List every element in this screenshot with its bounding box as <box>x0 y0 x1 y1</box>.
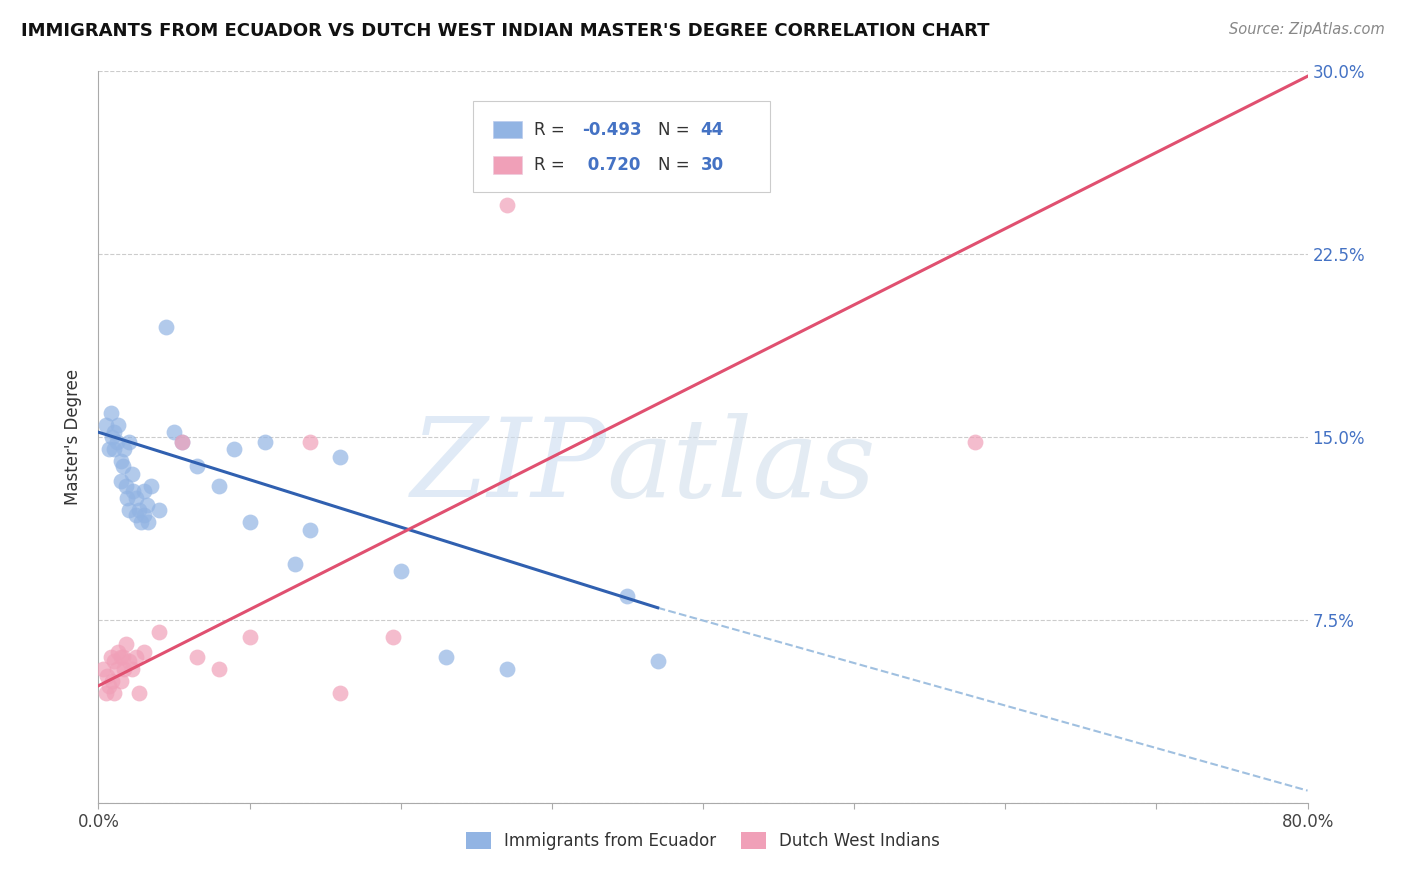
Point <box>148 625 170 640</box>
Point <box>94 686 117 700</box>
Point <box>110 474 132 488</box>
Text: 44: 44 <box>700 120 724 138</box>
Point <box>114 479 136 493</box>
Point <box>111 459 134 474</box>
Point <box>103 442 125 457</box>
Point <box>110 454 132 468</box>
Point <box>170 434 193 449</box>
Point <box>91 662 114 676</box>
Point <box>121 662 143 676</box>
Point <box>299 523 322 537</box>
Point <box>96 669 118 683</box>
Point <box>148 503 170 517</box>
Point <box>208 662 231 676</box>
Point <box>128 686 150 700</box>
Point <box>103 686 125 700</box>
Point <box>284 557 307 571</box>
Point <box>329 450 352 464</box>
Point <box>136 516 159 530</box>
Point <box>103 425 125 440</box>
Y-axis label: Master's Degree: Master's Degree <box>65 369 83 505</box>
Point <box>114 637 136 651</box>
Point <box>111 649 134 664</box>
Point <box>135 499 157 513</box>
Point <box>132 508 155 522</box>
Point <box>186 649 208 664</box>
Point <box>329 686 352 700</box>
Text: 0.720: 0.720 <box>582 156 641 174</box>
Point <box>107 417 129 432</box>
FancyBboxPatch shape <box>492 120 522 138</box>
Text: R =: R = <box>534 120 569 138</box>
Point <box>115 491 138 505</box>
Text: atlas: atlas <box>606 413 876 520</box>
Point <box>121 467 143 481</box>
Legend: Immigrants from Ecuador, Dutch West Indians: Immigrants from Ecuador, Dutch West Indi… <box>458 825 948 856</box>
Point <box>103 654 125 668</box>
Point <box>170 434 193 449</box>
Point <box>112 662 135 676</box>
Point <box>101 673 124 688</box>
Point <box>253 434 276 449</box>
Point <box>965 434 987 449</box>
Point <box>128 503 150 517</box>
Point <box>98 442 121 457</box>
Point <box>125 508 148 522</box>
Point <box>105 434 128 449</box>
Point <box>495 198 517 212</box>
Point <box>100 406 122 420</box>
FancyBboxPatch shape <box>474 101 769 192</box>
Text: R =: R = <box>534 156 569 174</box>
Point <box>107 645 129 659</box>
Text: IMMIGRANTS FROM ECUADOR VS DUTCH WEST INDIAN MASTER'S DEGREE CORRELATION CHART: IMMIGRANTS FROM ECUADOR VS DUTCH WEST IN… <box>21 22 990 40</box>
Point <box>495 662 517 676</box>
Point <box>110 649 132 664</box>
Point <box>163 425 186 440</box>
Point <box>98 679 121 693</box>
Point <box>239 630 262 644</box>
Point <box>132 483 155 498</box>
Point <box>224 442 246 457</box>
Point <box>118 654 141 668</box>
Point <box>110 673 132 688</box>
Point <box>94 417 117 432</box>
Text: 30: 30 <box>700 156 724 174</box>
Text: -0.493: -0.493 <box>582 120 641 138</box>
FancyBboxPatch shape <box>492 156 522 174</box>
Point <box>132 645 155 659</box>
Point <box>434 649 457 664</box>
Point <box>100 649 122 664</box>
Text: ZIP: ZIP <box>411 413 606 520</box>
Point <box>112 442 135 457</box>
Point <box>125 649 148 664</box>
Point <box>101 430 124 444</box>
Point <box>299 434 322 449</box>
Point <box>616 589 638 603</box>
Text: N =: N = <box>658 156 695 174</box>
Point <box>118 503 141 517</box>
Text: N =: N = <box>658 120 695 138</box>
Point <box>208 479 231 493</box>
Point <box>105 662 128 676</box>
Point <box>129 516 152 530</box>
Point <box>122 483 145 498</box>
Point <box>118 434 141 449</box>
Text: Source: ZipAtlas.com: Source: ZipAtlas.com <box>1229 22 1385 37</box>
Point <box>125 491 148 505</box>
Point <box>382 630 405 644</box>
Point <box>141 479 163 493</box>
Point <box>186 459 208 474</box>
Point <box>239 516 262 530</box>
Point <box>389 564 412 578</box>
Point <box>155 320 177 334</box>
Point <box>647 654 669 668</box>
